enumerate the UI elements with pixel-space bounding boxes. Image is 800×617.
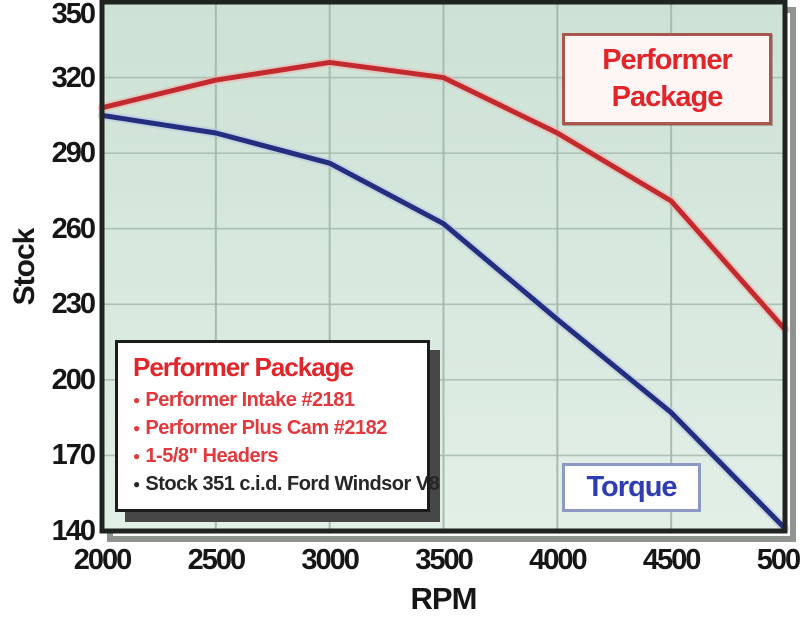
performer-callout-line2: Package: [611, 81, 724, 113]
y-tick-label: 260: [51, 212, 96, 245]
legend-item: Performer Plus Cam #2182: [133, 414, 427, 442]
performer-callout-line1: Performer: [602, 44, 733, 76]
x-axis-title: RPM: [410, 581, 478, 616]
y-tick-label: 170: [51, 439, 96, 472]
legend-items: Performer Intake #2181 Performer Plus Ca…: [133, 386, 439, 498]
x-tick-label: 2000: [73, 544, 133, 576]
y-tick-label: 320: [51, 61, 96, 94]
y-axis-title: Stock: [8, 228, 41, 306]
x-tick-label: 2500: [187, 544, 247, 576]
torque-callout: Torque: [562, 463, 701, 512]
x-tick-label: 4000: [529, 544, 588, 576]
x-tick-label: 4500: [642, 544, 702, 576]
y-tick-label: 200: [51, 363, 96, 396]
performer-package-callout: Performer Package: [562, 33, 772, 125]
y-tick-label: 140: [51, 515, 96, 547]
x-tick-label: 3000: [301, 544, 360, 576]
y-tick-label: 230: [51, 288, 96, 321]
legend-item: Performer Intake #2181: [133, 386, 427, 414]
legend-box: Performer Package Performer Intake #2181…: [115, 340, 440, 512]
y-tick-label: 290: [51, 137, 96, 170]
legend-item: 1-5/8" Headers: [133, 442, 427, 470]
y-tick-label: 350: [51, 0, 96, 30]
legend-item: Stock 351 c.i.d. Ford Windsor V8: [133, 470, 439, 498]
x-tick-label: 5000: [756, 544, 800, 576]
x-tick-label: 3500: [415, 544, 474, 576]
legend-title: Performer Package: [133, 352, 354, 382]
torque-callout-label: Torque: [586, 471, 677, 503]
